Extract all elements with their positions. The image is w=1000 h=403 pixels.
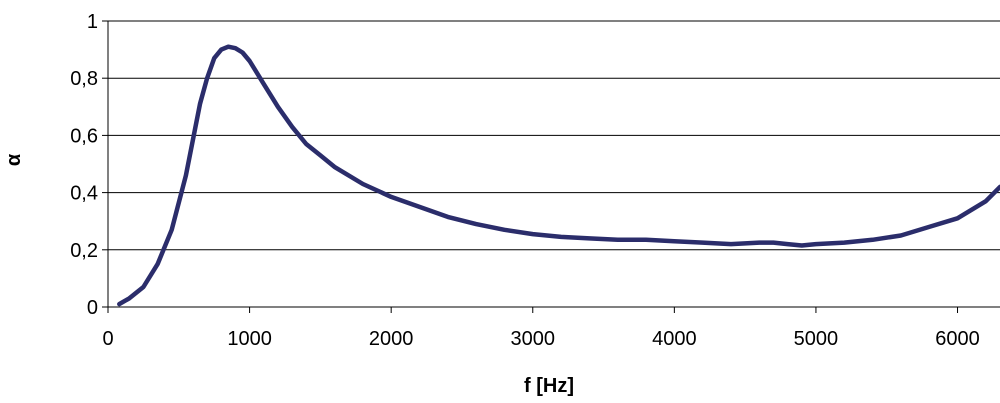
x-axis-title: f [Hz] bbox=[524, 375, 574, 397]
x-tick-labels: 0 1000 2000 3000 4000 5000 6000 bbox=[102, 328, 979, 350]
x-tick-label: 2000 bbox=[369, 328, 414, 350]
x-tick-label: 3000 bbox=[511, 328, 556, 350]
y-tick-label: 0,2 bbox=[70, 240, 98, 262]
series-line bbox=[117, 44, 1000, 307]
x-tick-label: 5000 bbox=[794, 328, 839, 350]
x-tick-label: 1000 bbox=[227, 328, 272, 350]
y-tick-label: 1 bbox=[87, 11, 98, 33]
axes bbox=[102, 20, 1000, 313]
y-tick-label: 0,6 bbox=[70, 125, 98, 147]
gridlines bbox=[108, 20, 1000, 251]
x-tick-label: 0 bbox=[102, 328, 113, 350]
y-axis-title: α bbox=[3, 153, 25, 166]
y-tick-labels: 0 0,2 0,4 0,6 0,8 1 bbox=[70, 11, 98, 319]
y-tick-label: 0 bbox=[87, 297, 98, 319]
y-tick-label: 0,8 bbox=[70, 68, 98, 90]
x-tick-label: 4000 bbox=[652, 328, 697, 350]
y-tick-label: 0,4 bbox=[70, 183, 98, 205]
x-tick-label: 6000 bbox=[935, 328, 980, 350]
series-layer bbox=[117, 44, 1000, 307]
